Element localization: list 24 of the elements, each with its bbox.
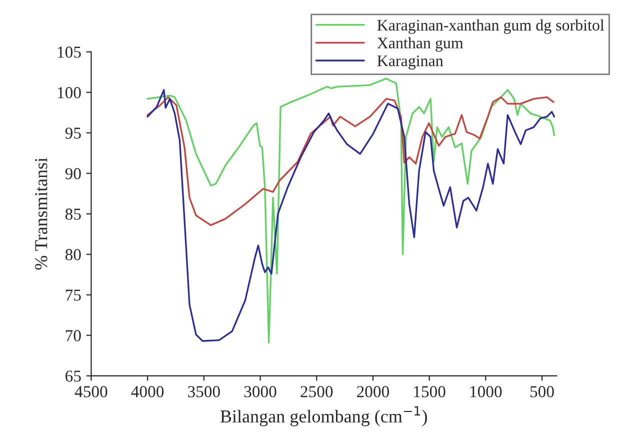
- y-tick-label: 90: [65, 168, 81, 180]
- legend-label: Xanthan gum: [377, 37, 464, 52]
- x-tick-label: 4500: [74, 386, 108, 398]
- y-tick-label: 70: [66, 330, 81, 342]
- y-tick-label: 85: [65, 208, 81, 220]
- x-tick-label: 3500: [188, 386, 220, 398]
- x-tick-label: 1500: [414, 386, 446, 398]
- x-tick-label: 2000: [357, 386, 389, 398]
- x-axis-title: Bilangan gelombang (cm$^{−1}$): [220, 406, 427, 426]
- legend-label: Karaginan-xanthan gum dg sorbitol: [377, 19, 604, 34]
- y-tick-label: 65: [66, 370, 81, 382]
- y-tick-label: 75: [66, 290, 81, 301]
- legend-label: Karaginan: [377, 56, 444, 70]
- y-tick-label: 95: [65, 128, 81, 139]
- y-tick-label: 105: [58, 46, 81, 58]
- y-tick-label: 100: [58, 87, 81, 98]
- y-axis-title: % Transmitansi: [35, 158, 48, 270]
- x-tick-label: 1000: [470, 386, 502, 398]
- x-tick-label: 3000: [244, 386, 276, 398]
- x-tick-label: 2500: [300, 386, 333, 398]
- y-tick-label: 80: [65, 249, 81, 260]
- line-series: [146, 96, 554, 226]
- x-tick-label: 500: [530, 386, 554, 398]
- x-tick-label: 4000: [131, 386, 164, 398]
